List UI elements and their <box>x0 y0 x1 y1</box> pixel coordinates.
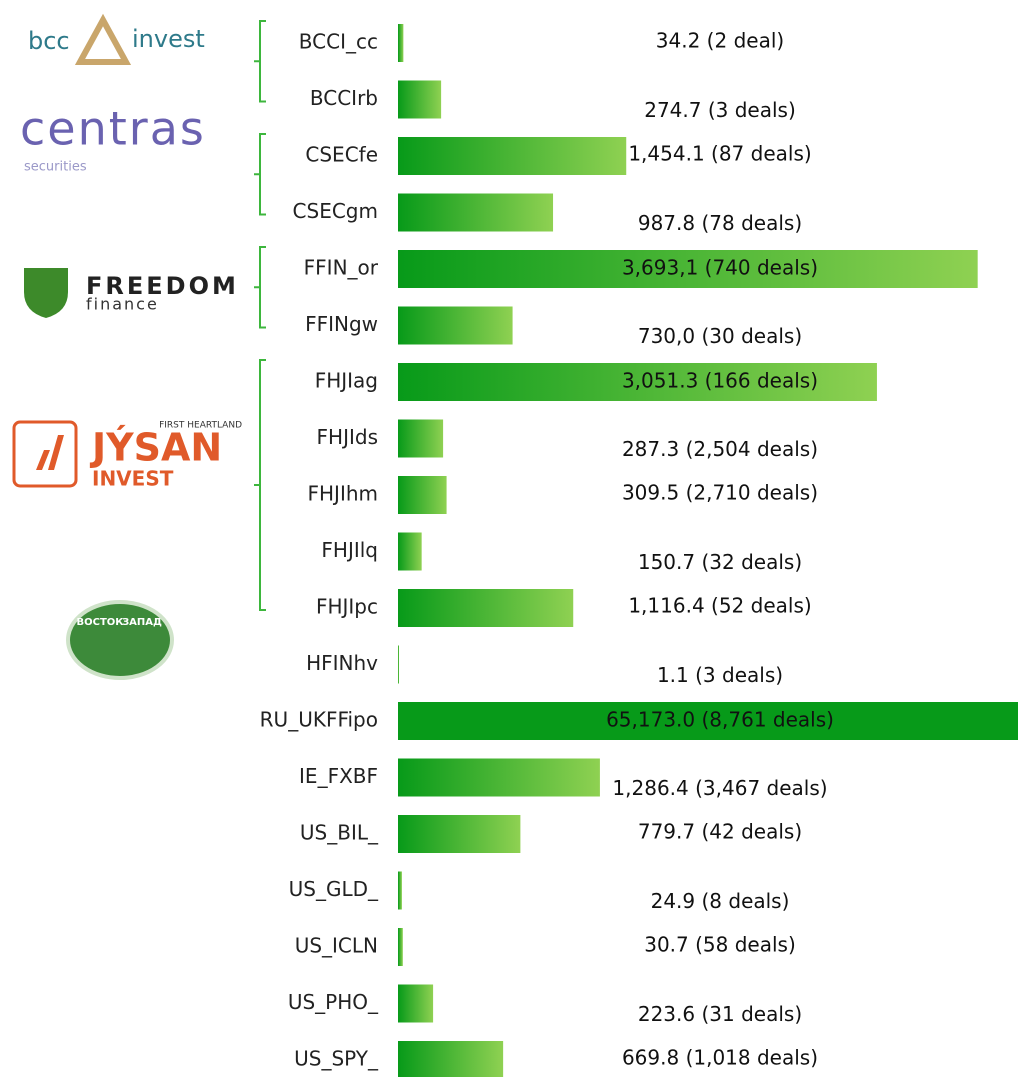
value-label: 1,286.4 (3,467 deals) <box>612 776 827 800</box>
category-label: FFIN_or <box>304 256 379 280</box>
bar <box>398 1041 504 1077</box>
bar <box>398 758 600 797</box>
logo-tag: FIRST HEARTLAND <box>159 421 242 431</box>
value-label: 309.5 (2,710 deals) <box>622 480 818 504</box>
value-label: 1,454.1 (87 deals) <box>628 141 811 165</box>
logo-text: ЗАПАД <box>122 617 162 628</box>
category-label: US_PHO_ <box>288 990 379 1014</box>
category-label: BCCIrb <box>310 86 378 110</box>
logo-text: INVEST <box>92 467 174 491</box>
group-bracket <box>254 359 266 611</box>
category-label: US_BIL_ <box>300 821 379 845</box>
bar <box>398 363 877 401</box>
logo-name: bcc <box>28 27 70 55</box>
bar <box>398 80 442 119</box>
category-label: CSECgm <box>293 199 378 223</box>
logo-text: finance <box>86 295 159 314</box>
logo-name: JÝSAN <box>89 426 222 470</box>
value-label: 65,173.0 (8,761 deals) <box>606 708 834 732</box>
logo-icon <box>36 435 64 470</box>
category-label: US_SPY_ <box>294 1047 379 1071</box>
bar <box>398 702 1018 740</box>
bar <box>398 24 404 62</box>
category-label: FHJIlq <box>321 538 378 562</box>
bar <box>398 532 422 571</box>
logo-text: securities <box>24 160 87 175</box>
logo-name: centras <box>20 102 206 156</box>
bar <box>398 984 434 1023</box>
bar <box>398 928 403 966</box>
value-label: 287.3 (2,504 deals) <box>622 437 818 461</box>
category-label: BCCI_cc <box>299 30 378 54</box>
value-label: 274.7 (3 deals) <box>644 98 796 122</box>
value-label: 3,693,1 (740 deals) <box>622 256 818 280</box>
value-label: 24.9 (8 deals) <box>651 889 790 913</box>
category-label: US_GLD_ <box>289 877 379 901</box>
category-label: IE_FXBF <box>299 764 378 788</box>
group-bracket <box>254 20 266 103</box>
bar <box>398 419 444 458</box>
bar <box>398 137 627 175</box>
group-bracket <box>254 133 266 216</box>
value-label: 3,051.3 (166 deals) <box>622 369 818 393</box>
value-label: 1.1 (3 deals) <box>657 663 783 687</box>
value-label: 1,116.4 (52 deals) <box>628 593 811 617</box>
bar <box>398 815 521 853</box>
category-label: HFINhv <box>306 651 378 675</box>
category-label: FHJIag <box>315 369 378 393</box>
value-label: 779.7 (42 deals) <box>638 819 802 843</box>
logo-icon <box>66 600 174 680</box>
category-label: FHJIds <box>317 425 378 449</box>
category-label: FHJIhm <box>308 482 379 506</box>
bar <box>398 589 574 627</box>
logo-name: FREEDOM <box>86 272 239 300</box>
logo-icon <box>24 268 68 318</box>
logo-icon <box>74 13 132 65</box>
logo-icon <box>12 420 78 488</box>
bar <box>398 645 399 684</box>
value-label: 730,0 (30 deals) <box>638 324 802 348</box>
value-label: 150.7 (32 deals) <box>638 550 802 574</box>
value-label: 669.8 (1,018 deals) <box>622 1045 818 1069</box>
category-label: RU_UKFFipo <box>260 708 378 732</box>
bar <box>398 476 447 514</box>
category-label: FFINgw <box>305 312 378 336</box>
logo-text: invest <box>132 25 205 53</box>
category-label: FHJIpc <box>316 595 378 619</box>
bar <box>398 871 402 910</box>
value-label: 34.2 (2 deal) <box>656 28 784 52</box>
bar <box>398 306 513 345</box>
category-label: US_ICLN <box>295 934 378 958</box>
group-bracket <box>254 246 266 329</box>
logo-name: ВОСТОК <box>77 617 125 628</box>
value-label: 30.7 (58 deals) <box>644 932 796 956</box>
value-label: 223.6 (31 deals) <box>638 1002 802 1026</box>
value-label: 987.8 (78 deals) <box>638 211 802 235</box>
bar <box>398 250 978 288</box>
bar <box>398 193 554 232</box>
category-label: CSECfe <box>305 143 378 167</box>
